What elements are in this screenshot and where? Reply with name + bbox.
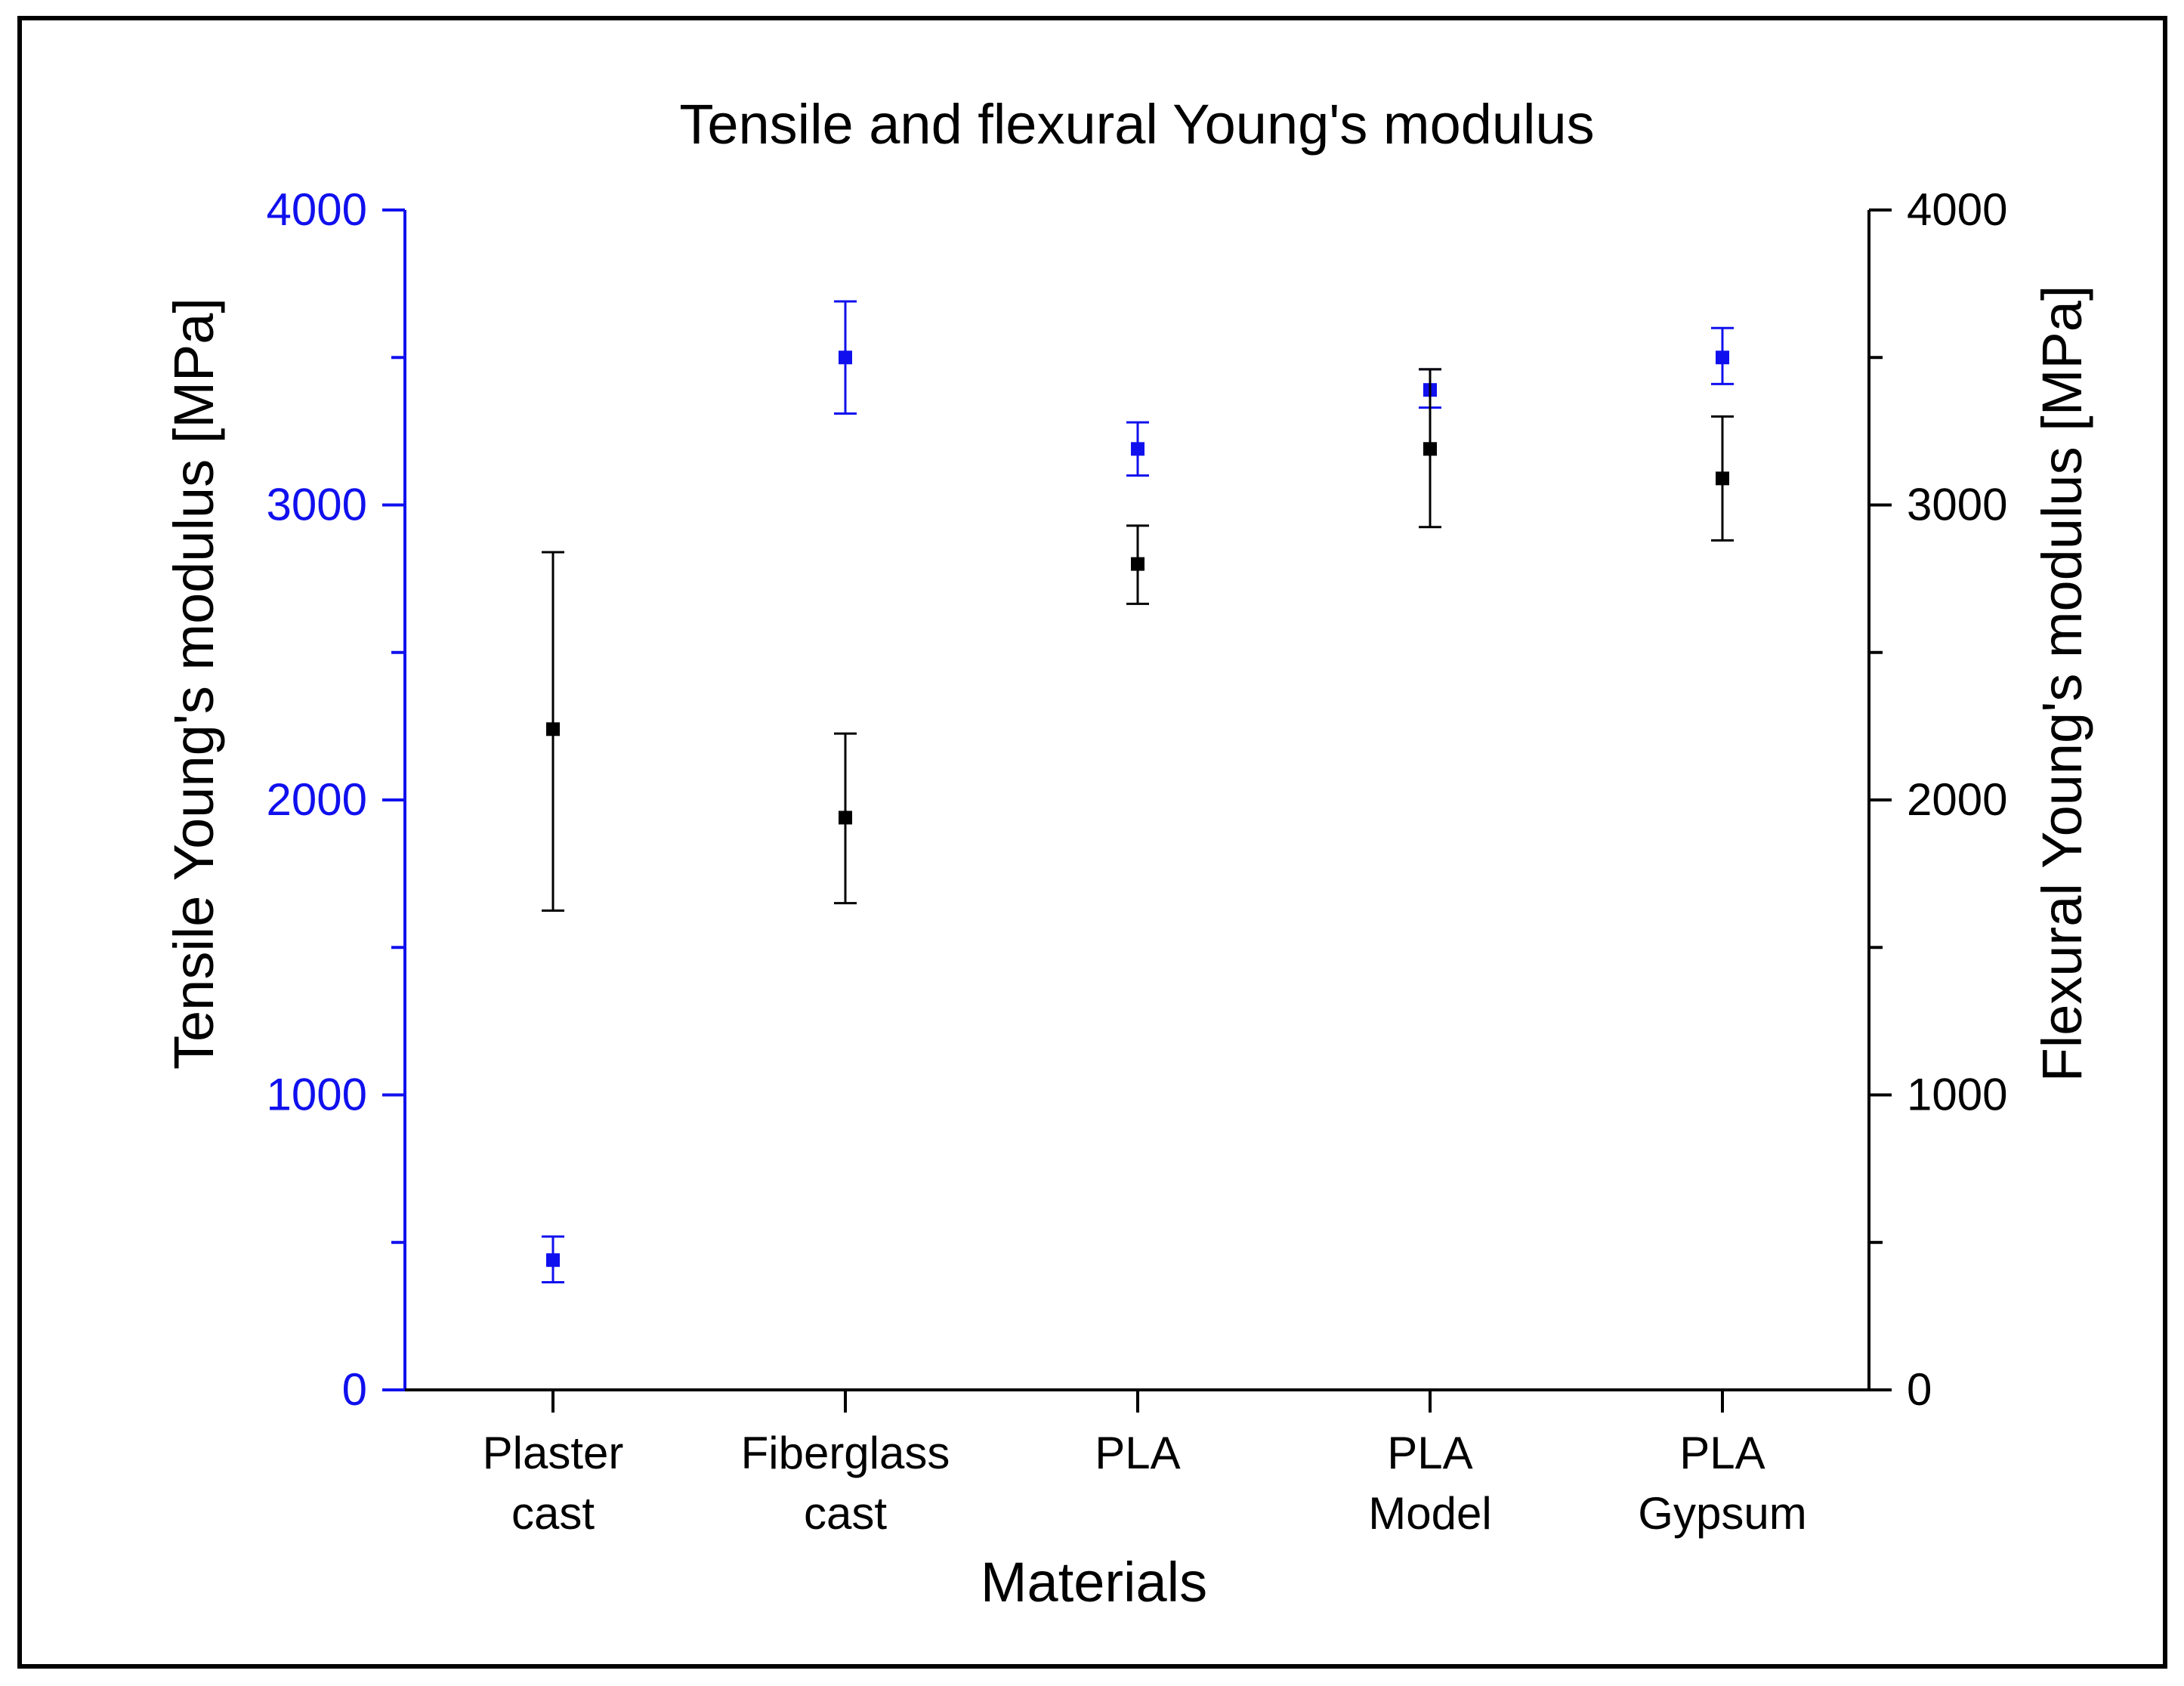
x-tick-label: Fiberglass: [741, 1428, 950, 1478]
x-tick-label: Gypsum: [1638, 1488, 1806, 1539]
data-point-tensile: [1131, 442, 1145, 456]
x-tick-label: PLA: [1387, 1428, 1472, 1478]
y-left-tick-label: 4000: [267, 184, 367, 235]
x-tick-label: cast: [511, 1488, 595, 1539]
chart-title: Tensile and flexural Young's modulus: [679, 93, 1594, 156]
data-point-flexural: [1423, 442, 1437, 456]
y-axis-label-left: Tensile Young's modulus [MPa]: [162, 298, 225, 1070]
x-axis-label: Materials: [981, 1551, 1207, 1613]
data-point-flexural: [1716, 471, 1729, 486]
series-group: [542, 300, 1734, 1283]
data-point-tensile: [839, 350, 852, 365]
data-point-tensile: [546, 1253, 560, 1268]
y-left-tick-label: 0: [342, 1364, 367, 1415]
figure-border: [17, 16, 2167, 1669]
y-left-tick-label: 1000: [267, 1070, 367, 1120]
y-axis-label-right: Flexural Young's modulus [MPa]: [2031, 286, 2093, 1082]
data-point-flexural: [1131, 557, 1145, 571]
y-right-tick-label: 4000: [1907, 184, 2007, 235]
data-point-tensile: [1716, 350, 1729, 365]
x-tick-label: Model: [1368, 1488, 1491, 1539]
x-tick-label: Plaster: [483, 1428, 624, 1478]
data-point-flexural: [839, 811, 852, 825]
y-right-tick-label: 0: [1907, 1364, 1932, 1415]
y-right-tick-label: 3000: [1907, 480, 2007, 530]
x-tick-label: PLA: [1095, 1428, 1180, 1478]
y-right-tick-label: 1000: [1907, 1070, 2007, 1120]
axes-group: 0 0 1000 1000 2000 2000 3000 3000 4000 4000 Plaste…: [267, 184, 2008, 1539]
x-tick-label: cast: [804, 1488, 887, 1539]
x-tick-label: PLA: [1679, 1428, 1765, 1478]
data-point-flexural: [546, 722, 560, 736]
y-left-tick-label: 3000: [267, 480, 367, 530]
y-left-tick-label: 2000: [267, 774, 367, 825]
y-right-tick-label: 2000: [1907, 774, 2007, 825]
